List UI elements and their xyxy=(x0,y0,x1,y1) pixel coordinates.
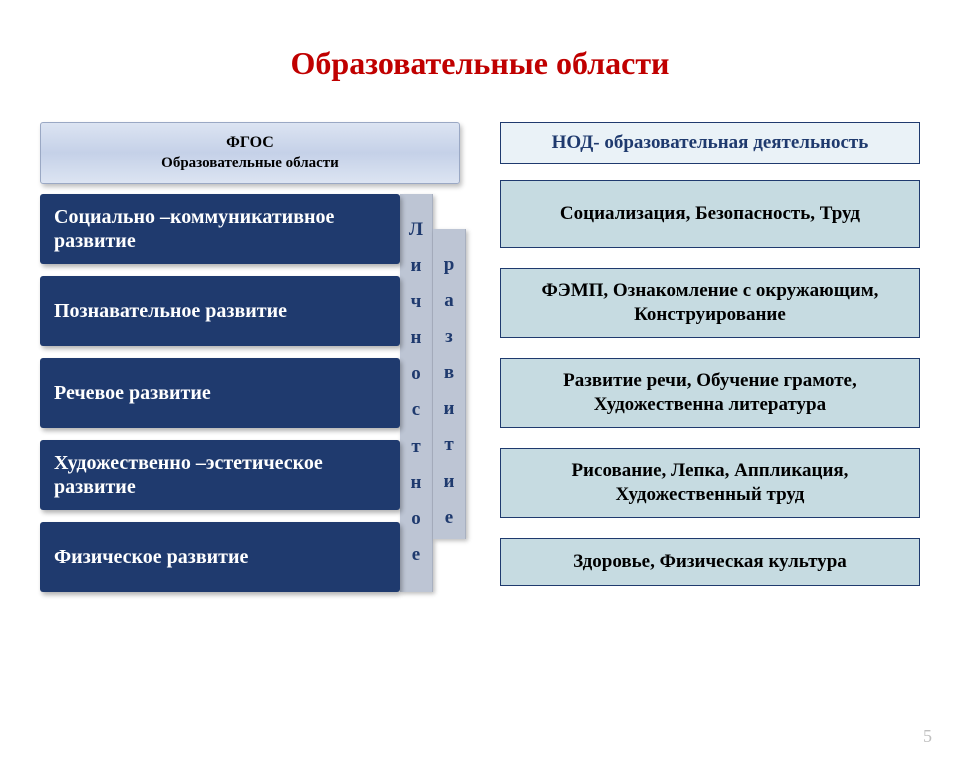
vertical-labels: Личностное развитие xyxy=(400,194,466,592)
left-item: Речевое развитие xyxy=(40,358,400,428)
right-column: НОД- образовательная деятельность Социал… xyxy=(500,122,920,606)
right-item: Рисование, Лепка, Аппликация, Художестве… xyxy=(500,448,920,518)
left-items-container: Социально –коммуникативное развитие Позн… xyxy=(40,194,480,592)
nod-header: НОД- образовательная деятельность xyxy=(500,122,920,164)
fgos-line1: ФГОС xyxy=(41,133,459,154)
vertical-text-2: развитие xyxy=(433,229,466,539)
left-item: Физическое развитие xyxy=(40,522,400,592)
content-wrapper: ФГОС Образовательные области Социально –… xyxy=(0,122,960,606)
left-item: Социально –коммуникативное развитие xyxy=(40,194,400,264)
left-column: ФГОС Образовательные области Социально –… xyxy=(40,122,480,606)
vertical-text-1: Личностное xyxy=(400,194,433,592)
fgos-header: ФГОС Образовательные области xyxy=(40,122,460,184)
page-title: Образовательные области xyxy=(0,45,960,82)
page-number: 5 xyxy=(923,726,932,747)
left-item: Художественно –эстетическое развитие xyxy=(40,440,400,510)
fgos-line2: Образовательные области xyxy=(41,154,459,174)
left-item: Познавательное развитие xyxy=(40,276,400,346)
right-item: ФЭМП, Ознакомление с окружающим, Констру… xyxy=(500,268,920,338)
right-item: Развитие речи, Обучение грамоте, Художес… xyxy=(500,358,920,428)
right-item: Социализация, Безопасность, Труд xyxy=(500,180,920,248)
right-item: Здоровье, Физическая культура xyxy=(500,538,920,586)
